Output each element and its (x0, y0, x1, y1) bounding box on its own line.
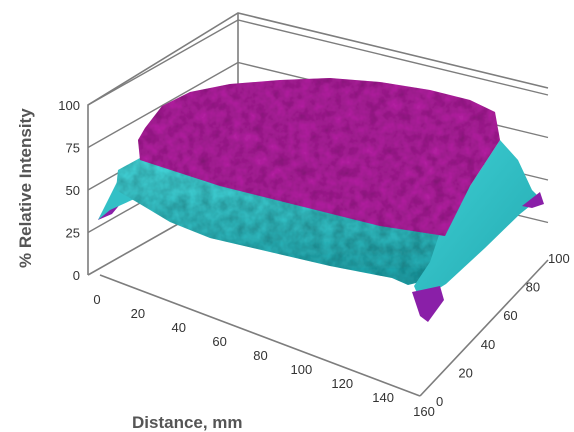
surface-right-wall (414, 140, 540, 300)
z-axis-title: % Relative Intensity (16, 108, 35, 268)
gridline-z-100 (87, 19, 549, 106)
x-tick-120: 120 (331, 376, 353, 391)
y-tick-60: 60 (503, 308, 517, 323)
surface-plateau (138, 78, 500, 236)
x-tick-160: 160 (413, 404, 435, 419)
z-tick-50: 50 (66, 183, 80, 198)
y-tick-40: 40 (481, 337, 495, 352)
x-tick-20: 20 (131, 306, 145, 321)
surface-front-foot (412, 286, 444, 322)
surface-front-wall (116, 158, 445, 285)
surface-right-foot (522, 192, 544, 208)
floor-edges (99, 259, 549, 397)
y-tick-100: 100 (548, 251, 570, 266)
x-tick-0: 0 (93, 292, 100, 307)
z-tick-75: 75 (66, 141, 80, 156)
x-tick-140: 140 (372, 390, 394, 405)
intensity-surface (98, 78, 544, 322)
x-tick-labels: 0 20 40 60 80 100 120 140 160 (93, 292, 434, 419)
x-tick-100: 100 (291, 362, 313, 377)
z-tick-100: 100 (58, 98, 80, 113)
z-tick-0: 0 (73, 268, 80, 283)
y-tick-labels: 0 20 40 60 80 100 (436, 251, 570, 409)
z-tick-25: 25 (66, 226, 80, 241)
y-tick-80: 80 (526, 280, 540, 295)
x-tick-40: 40 (172, 320, 186, 335)
x-tick-80: 80 (253, 348, 267, 363)
z-tick-labels: 0 25 50 75 100 (58, 98, 80, 283)
y-tick-0: 0 (436, 394, 443, 409)
y-tick-20: 20 (458, 365, 472, 380)
x-tick-60: 60 (212, 334, 226, 349)
x-axis-line (99, 274, 421, 397)
y-axis-line (419, 259, 549, 397)
x-axis-title: Distance, mm (132, 413, 243, 432)
